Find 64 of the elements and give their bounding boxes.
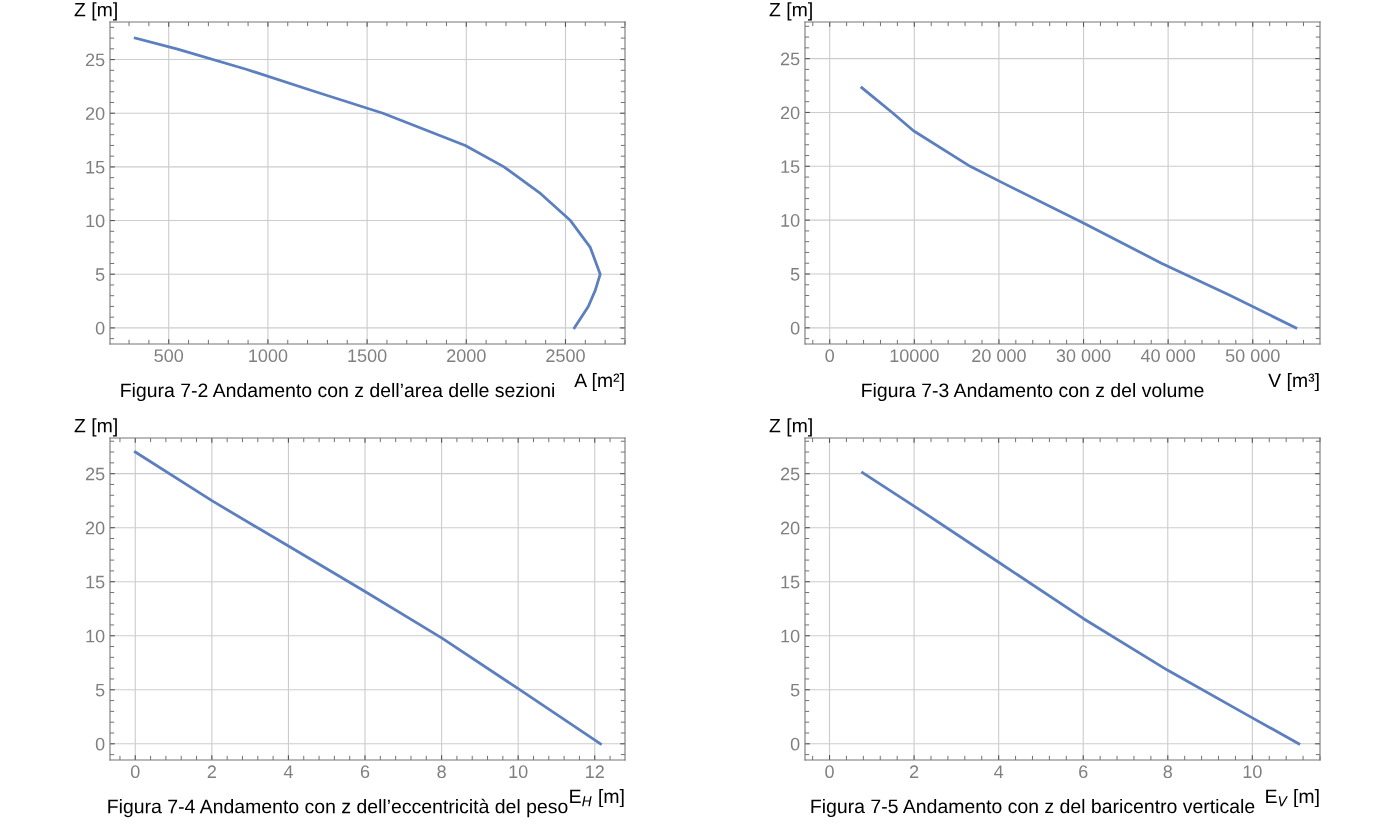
x-tick-label: 40 000 xyxy=(1140,349,1196,363)
line-series xyxy=(133,450,602,746)
y-tick-label: 20 xyxy=(780,106,800,120)
x-tick-label: 0 xyxy=(825,765,834,779)
x-tick-label: 0 xyxy=(825,349,835,363)
x-tick-label: 1500 xyxy=(348,349,387,363)
y-tick-label: 10 xyxy=(781,629,800,643)
y-tick-label: 25 xyxy=(780,52,800,66)
y-tick-label: 0 xyxy=(790,321,800,335)
y-axis-title: Z [m] xyxy=(769,418,812,437)
x-axis-title: A [m²] xyxy=(574,372,624,392)
y-tick-label: 5 xyxy=(95,683,105,697)
y-tick-label: 0 xyxy=(95,737,105,751)
x-tick-label: 6 xyxy=(1079,765,1088,779)
y-axis-title: Z [m] xyxy=(74,418,117,437)
y-tick-label: 10 xyxy=(86,629,105,643)
y-axis-title: Z [m] xyxy=(74,2,117,21)
y-tick-label: 10 xyxy=(86,214,105,228)
line-series xyxy=(133,36,602,330)
x-tick-label: 2 xyxy=(909,765,919,778)
y-tick-label: 25 xyxy=(85,53,105,67)
text: Figura 7-3 Andamento con z del volume xyxy=(862,382,1204,402)
x-tick-label: 10 xyxy=(1243,765,1262,779)
x-tick-label: 6 xyxy=(360,765,370,779)
text: Figura 7-5 Andamento con z del baricentro verticale xyxy=(811,798,1255,818)
y-tick-label: 5 xyxy=(95,268,105,281)
x-tick-label: 12 xyxy=(586,765,604,778)
x-tick-label: 8 xyxy=(437,765,446,779)
text: Figura 7-2 Andamento con z dell’area delle sezioni xyxy=(121,382,555,402)
line-series xyxy=(860,86,1298,330)
y-tick-label: 10 xyxy=(781,214,800,227)
x-tick-label: 0 xyxy=(130,765,140,779)
y-tick-label: 0 xyxy=(95,321,105,335)
x-axis-title: V [m³] xyxy=(1268,372,1319,392)
x-tick-label: 1000 xyxy=(249,349,288,363)
y-tick-label: 20 xyxy=(780,521,800,535)
y-tick-label: 5 xyxy=(790,268,800,281)
y-tick-label: 15 xyxy=(86,161,105,174)
line-series xyxy=(861,471,1301,746)
x-tick-label: 10000 xyxy=(890,349,939,363)
y-tick-label: 15 xyxy=(781,575,800,589)
y-tick-label: 0 xyxy=(790,737,800,751)
y-tick-label: 15 xyxy=(781,160,800,174)
x-tick-label: 2500 xyxy=(546,349,585,363)
x-tick-label: 30 000 xyxy=(1056,349,1111,363)
y-axis-title: Z [m] xyxy=(769,2,812,21)
y-tick-label: 25 xyxy=(85,467,105,481)
x-tick-label: 500 xyxy=(154,349,184,363)
x-tick-label: 10 xyxy=(509,765,528,779)
y-tick-label: 20 xyxy=(85,521,105,535)
x-tick-label: 2 xyxy=(207,765,216,778)
x-tick-label: 4 xyxy=(994,765,1004,778)
x-tick-label: 8 xyxy=(1163,765,1173,779)
x-axis-title: E$_{V}$ [m] xyxy=(1266,788,1319,808)
x-tick-label: 50 000 xyxy=(1225,349,1280,363)
y-tick-label: 25 xyxy=(780,467,800,481)
y-tick-label: 20 xyxy=(85,107,105,120)
x-tick-label: 4 xyxy=(283,765,293,778)
x-tick-label: 2000 xyxy=(447,349,486,363)
x-axis-title: E$_{H}$ [m] xyxy=(570,788,624,808)
x-tick-label: 20 000 xyxy=(972,349,1026,363)
y-tick-label: 15 xyxy=(86,575,105,589)
text: Figura 7-4 Andamento con z dell’eccentricità del peso xyxy=(108,798,568,818)
y-tick-label: 5 xyxy=(790,683,800,697)
